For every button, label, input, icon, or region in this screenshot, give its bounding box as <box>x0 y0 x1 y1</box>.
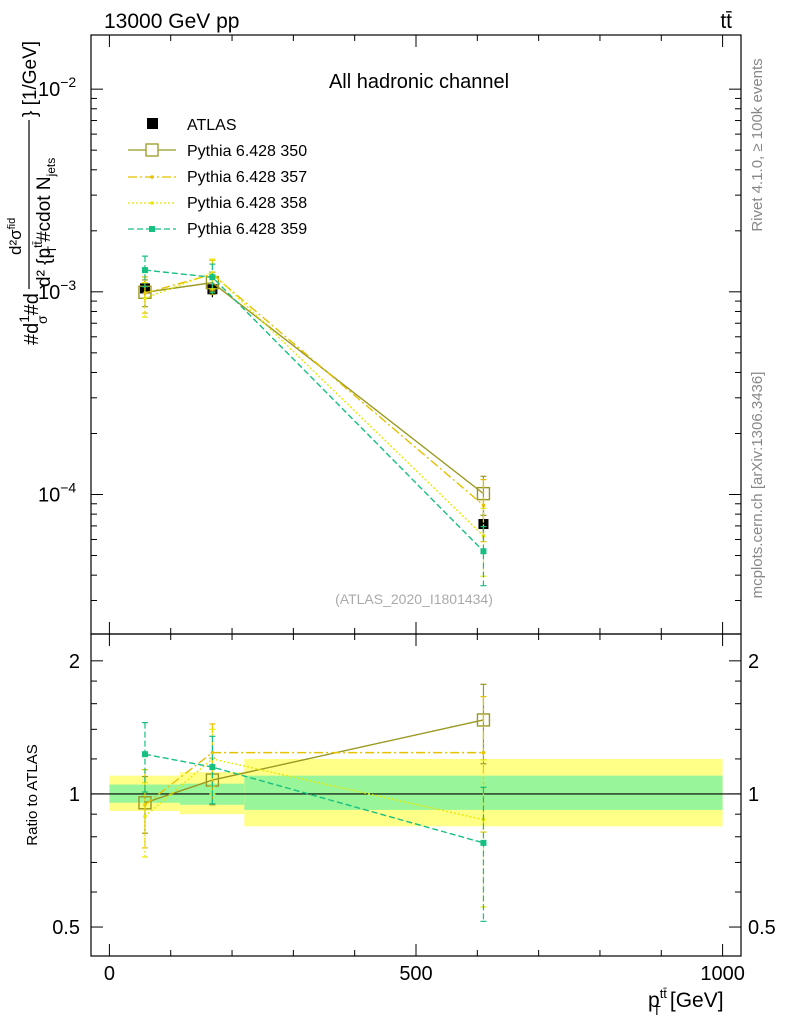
main-marker-1-2 <box>481 503 486 508</box>
legend-350-marker <box>145 143 159 157</box>
ratio-marker-3-2 <box>480 839 487 846</box>
ylabel-part-j: #cdot N <box>34 176 55 241</box>
main-marker-3-0 <box>141 267 148 274</box>
legend-357-marker <box>150 175 154 179</box>
main-line-2 <box>144 272 484 537</box>
main-marker-2-1 <box>210 271 215 275</box>
main-ylabel: #d1 σ#d d²σfid d² {ptt̄T #cdot Njets } [1/… <box>6 41 59 345</box>
xtick-label-1: 500 <box>399 963 432 985</box>
legend-357-label: Pythia 6.428 357 <box>187 169 307 186</box>
chart-title: All hadronic channel <box>329 71 509 93</box>
ytick-main-label-1: 10−3 <box>38 277 76 304</box>
ratio-marker-1-2 <box>481 750 486 755</box>
ratio-series-group <box>138 683 491 922</box>
xtick-label-2: 1000 <box>700 963 745 985</box>
ylabel-part-i: T <box>45 245 59 253</box>
ylabel-part-h: tt̄ <box>31 241 45 248</box>
ratio-marker-3-1 <box>209 764 216 771</box>
ratio-marker-1-0 <box>143 803 147 807</box>
xtick-label-0: 0 <box>104 963 115 985</box>
legend-atlas-label: ATLAS <box>187 117 237 134</box>
main-series-group <box>138 255 491 587</box>
ylabel-part-b: 1 <box>16 315 32 323</box>
main-marker-2-0 <box>143 296 147 301</box>
atlas-point-2 <box>478 519 489 530</box>
ytick-ratio-label-right-1: 1 <box>748 784 759 806</box>
legend-358-label: Pythia 6.428 358 <box>187 195 307 212</box>
ytick-ratio-label-right-0: 2 <box>748 651 759 673</box>
ratio-ylabel: Ratio to ATLAS <box>24 744 41 845</box>
ytick-ratio-label-0: 2 <box>69 651 80 673</box>
ylabel-part-l: } [1/GeV] <box>20 41 41 117</box>
xlabel-main: p <box>648 989 660 1012</box>
header-energy: 13000 GeV pp <box>104 10 239 33</box>
legend-359-label: Pythia 6.428 359 <box>187 221 307 238</box>
main-marker-3-2 <box>480 548 487 555</box>
legend-358-marker <box>150 201 154 205</box>
mcplots-label: mcplots.cern.ch [arXiv:1306.3436] <box>749 372 766 599</box>
ytick-main-label-2: 10−4 <box>38 480 76 507</box>
xlabel-sup: tt̄ <box>660 986 668 1001</box>
ylabel-part-g: d² {p <box>34 248 55 287</box>
svg-text:#d1σ#d: #d1 σ#d <box>16 293 50 345</box>
main-marker-3-1 <box>209 274 216 281</box>
ratio-marker-1-1 <box>210 750 215 755</box>
ylabel-part-e: d²σ <box>6 229 25 255</box>
watermark: (ATLAS_2020_I1801434) <box>335 591 493 607</box>
xlabel: ptt̄ T [GeV] <box>648 986 724 1018</box>
ytick-ratio-label-right-2: 0.5 <box>748 917 776 939</box>
main-line-1 <box>144 273 484 506</box>
ratio-marker-3-0 <box>141 751 148 758</box>
svg-text:d² {ptt̄T#cdot Njets: d² {ptt̄T #cdot Njets <box>31 158 59 287</box>
ylabel-part-c: σ <box>34 315 50 324</box>
ratio-marker-2-0 <box>143 814 147 819</box>
main-line-3 <box>144 269 484 552</box>
ratio-panel <box>91 758 741 827</box>
legend-atlas-marker <box>147 118 158 129</box>
rivet-label: Rivet 4.1.0, ≥ 100k events <box>749 58 766 231</box>
ylabel-part-k: jets <box>44 158 58 178</box>
svg-text:d²σfid: d²σfid <box>6 218 25 255</box>
legend-359-marker <box>149 226 155 232</box>
ytick-ratio-label-1: 1 <box>69 784 80 806</box>
ylabel-part-d: #d <box>21 293 43 315</box>
ylabel-part-a: #d <box>21 323 43 345</box>
xlabel-unit: [GeV] <box>670 989 724 1012</box>
header-process: tt̄ <box>720 10 732 33</box>
main-marker-1-0 <box>143 291 147 295</box>
legend-350-label: Pythia 6.428 350 <box>187 143 307 160</box>
ytick-main-label-0: 10−2 <box>38 74 76 101</box>
xlabel-sub: T <box>653 1003 661 1018</box>
axes: 0 500 1000 10−2 10−3 10−4 2 2 1 1 0.5 0.5 <box>38 34 776 985</box>
ytick-ratio-label-2: 0.5 <box>52 917 80 939</box>
legend: ATLAS Pythia 6.428 350 Pythia 6.428 357 … <box>128 117 307 238</box>
ylabel-part-f: fid <box>6 218 18 230</box>
